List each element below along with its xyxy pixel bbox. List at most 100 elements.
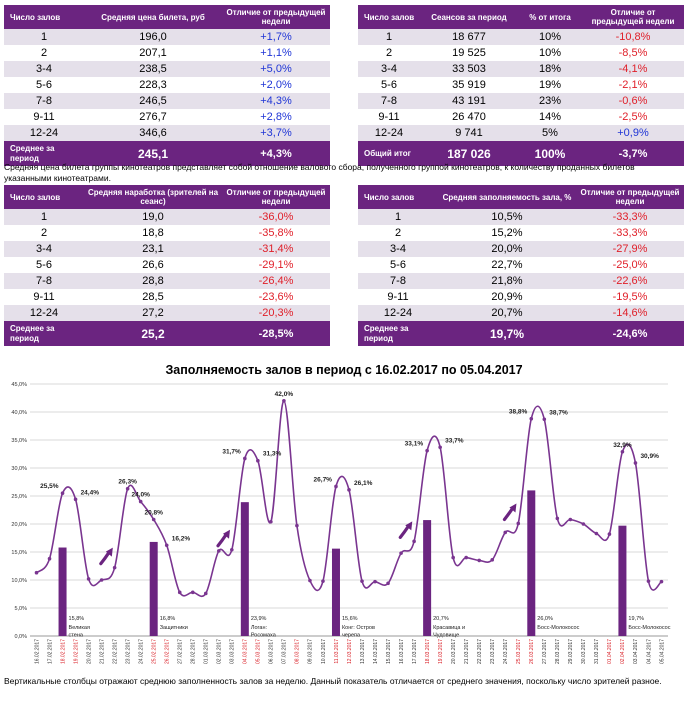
table-row: 1 10,5% -33,3% (358, 209, 684, 225)
y-tick-label: 45,0% (11, 382, 27, 388)
table-row: 3-4 33 503 18% -4,1% (358, 61, 684, 77)
table-row: 2 19 525 10% -8,5% (358, 45, 684, 61)
cell-change: -14,6% (576, 305, 684, 321)
cell-halls: 7-8 (358, 93, 420, 109)
bar-film-label: Красавица и (433, 625, 465, 631)
y-tick-label: 20,0% (11, 522, 27, 528)
bar-value-label: 15,6% (342, 616, 358, 622)
x-tick-label: 17.02.2017 (47, 639, 53, 664)
cell-occupancy: 22,7% (438, 257, 576, 273)
cell-change: -22,6% (576, 273, 684, 289)
data-point (230, 547, 234, 552)
cell-sessions: 19 525 (420, 45, 518, 61)
cell-sessions: 9 741 (420, 125, 518, 141)
x-tick-label: 09.03.2017 (308, 639, 314, 664)
cell-halls: 5-6 (4, 257, 84, 273)
data-point (451, 555, 455, 560)
data-point (190, 590, 195, 595)
cell-sessions: 26 470 (420, 109, 518, 125)
data-point (490, 558, 495, 562)
cell-halls: 7-8 (4, 93, 84, 109)
x-tick-label: 11.03.2017 (334, 639, 340, 664)
cell-change: -20,3% (222, 305, 330, 321)
table-row: 3-4 20,0% -27,9% (358, 241, 684, 257)
cell-change: -2,1% (582, 77, 684, 93)
x-tick-label: 20.02.2017 (86, 639, 92, 664)
x-tick-label: 25.02.2017 (151, 639, 157, 664)
data-point (112, 565, 117, 570)
column-header: Средняя заполняемость зала, % (438, 185, 576, 209)
data-point (34, 570, 39, 575)
table-row: 2 207,1 +1,1% (4, 45, 330, 61)
point-value-label: 38,8% (509, 409, 528, 416)
data-point (607, 532, 612, 536)
y-tick-label: 25,0% (11, 494, 27, 500)
bar-value-label: 15,8% (69, 616, 85, 622)
data-point (334, 484, 338, 489)
cell-halls: 2 (4, 45, 84, 61)
table-row: 9-11 26 470 14% -2,5% (358, 109, 684, 125)
x-tick-label: 24.03.2017 (503, 639, 509, 664)
cell-viewers: 19,0 (84, 209, 222, 225)
cell-change: -2,5% (582, 109, 684, 125)
bar-film-label: стена (69, 633, 84, 639)
data-point (203, 591, 208, 596)
cell-change: -4,1% (582, 61, 684, 77)
table-total-row: Среднее за период 245,1 +4,3% (4, 141, 330, 166)
table-row: 7-8 246,5 +4,3% (4, 93, 330, 109)
cell-halls: 5-6 (358, 77, 420, 93)
y-tick-label: 40,0% (11, 410, 27, 416)
x-tick-label: 07.03.2017 (282, 639, 288, 664)
cell-sessions: 43 191 (420, 93, 518, 109)
x-tick-label: 14.03.2017 (373, 639, 379, 664)
column-header: Отличие от предыдущей недели (576, 185, 684, 209)
x-tick-label: 23.02.2017 (125, 639, 131, 664)
weekly-bar (527, 490, 536, 636)
cell-halls: 12-24 (358, 125, 420, 141)
total-label: Среднее за период (358, 321, 438, 346)
cell-change: -0,6% (582, 93, 684, 109)
table-row: 5-6 26,6 -29,1% (4, 257, 330, 273)
cell-occupancy: 20,7% (438, 305, 576, 321)
total-sessions: 187 026 (420, 141, 518, 166)
bar-film-label: черепа (342, 633, 361, 639)
trend-arrow-icon (502, 506, 515, 522)
total-label: Среднее за период (4, 321, 84, 346)
bar-film-label: Конг: Остров (342, 625, 375, 631)
trend-arrow-icon (398, 524, 410, 539)
cell-change: +3,7% (222, 125, 330, 141)
x-tick-label: 05.03.2017 (256, 639, 262, 664)
total-share: 100% (518, 141, 582, 166)
table-row: 5-6 228,3 +2,0% (4, 77, 330, 93)
chart-note: Вертикальные столбцы отражают среднюю за… (4, 676, 662, 686)
x-tick-label: 18.02.2017 (60, 639, 66, 664)
data-point (73, 497, 78, 502)
cell-share: 23% (518, 93, 582, 109)
data-point (529, 416, 534, 421)
weekly-bar (58, 547, 67, 636)
x-tick-label: 27.03.2017 (542, 639, 548, 664)
sessions-table: Число залов Сеансов за период % от итога… (358, 5, 684, 166)
cell-halls: 1 (358, 29, 420, 45)
point-value-label: 25,5% (40, 483, 59, 490)
data-point (464, 555, 468, 560)
data-point (633, 461, 638, 465)
x-tick-label: 22.03.2017 (477, 639, 483, 664)
cell-halls: 12-24 (4, 125, 84, 141)
cell-halls: 1 (4, 209, 84, 225)
bar-value-label: 20,7% (433, 616, 449, 622)
x-tick-label: 01.03.2017 (204, 639, 210, 664)
cell-occupancy: 21,8% (438, 273, 576, 289)
cell-price: 346,6 (84, 125, 222, 141)
bar-film-label: Защитники (160, 625, 188, 631)
data-point (99, 578, 104, 582)
occupancy-line (35, 399, 663, 598)
cell-share: 14% (518, 109, 582, 125)
column-header: Отличие от предыдущей недели (222, 5, 330, 29)
cell-share: 19% (518, 77, 582, 93)
point-value-label: 33,7% (445, 437, 464, 444)
weekly-bar (240, 502, 249, 636)
cell-change: -19,5% (576, 289, 684, 305)
column-header: Число залов (358, 5, 420, 29)
y-tick-label: 15,0% (11, 550, 27, 556)
